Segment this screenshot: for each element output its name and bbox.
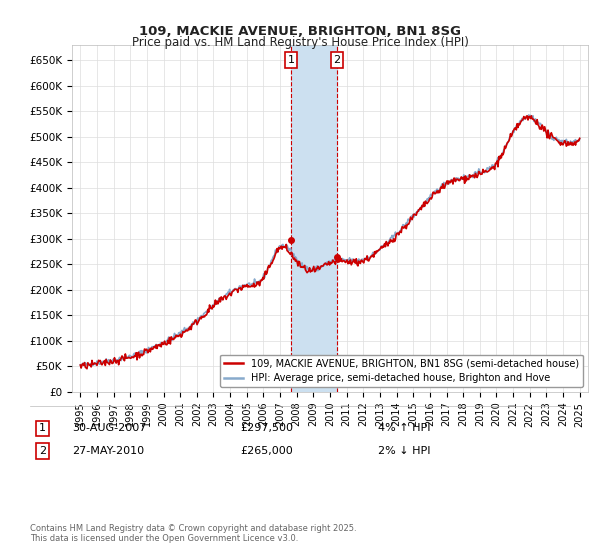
Bar <box>291 45 337 392</box>
Text: £265,000: £265,000 <box>240 446 293 456</box>
Text: 2: 2 <box>39 446 46 456</box>
Text: Price paid vs. HM Land Registry's House Price Index (HPI): Price paid vs. HM Land Registry's House … <box>131 36 469 49</box>
Text: £297,500: £297,500 <box>240 423 293 433</box>
Text: 2% ↓ HPI: 2% ↓ HPI <box>378 446 431 456</box>
Text: Contains HM Land Registry data © Crown copyright and database right 2025.
This d: Contains HM Land Registry data © Crown c… <box>30 524 356 543</box>
Text: 4% ↑ HPI: 4% ↑ HPI <box>378 423 431 433</box>
Text: 1: 1 <box>39 423 46 433</box>
Legend: 109, MACKIE AVENUE, BRIGHTON, BN1 8SG (semi-detached house), HPI: Average price,: 109, MACKIE AVENUE, BRIGHTON, BN1 8SG (s… <box>220 354 583 387</box>
Text: 1: 1 <box>288 55 295 65</box>
Text: 30-AUG-2007: 30-AUG-2007 <box>72 423 146 433</box>
Text: 27-MAY-2010: 27-MAY-2010 <box>72 446 144 456</box>
Text: 109, MACKIE AVENUE, BRIGHTON, BN1 8SG: 109, MACKIE AVENUE, BRIGHTON, BN1 8SG <box>139 25 461 38</box>
Text: 2: 2 <box>334 55 341 65</box>
